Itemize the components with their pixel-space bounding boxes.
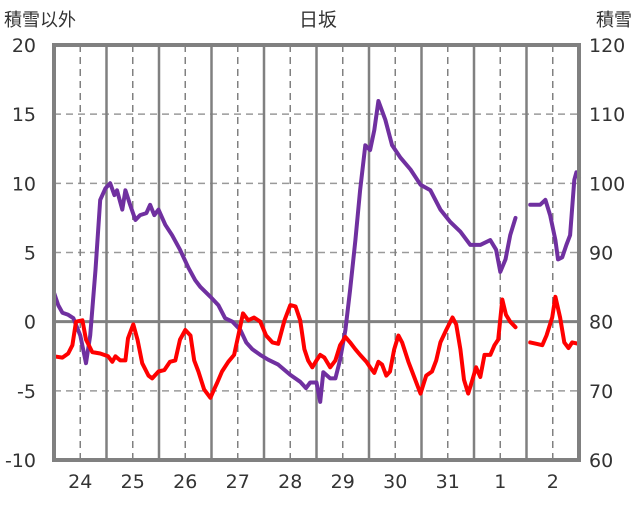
y-left-tick-label: 0: [24, 312, 36, 334]
plot-frame: [52, 43, 581, 462]
y-left-tick-label: -5: [17, 381, 36, 403]
other-value-line: [528, 294, 581, 350]
other-value-line: [52, 297, 518, 400]
y-right-tick-label: 70: [589, 381, 613, 403]
y-right-tick-label: 90: [589, 243, 613, 265]
y-right-tick-label: 120: [589, 35, 625, 57]
y-right-tick-label: 60: [589, 450, 613, 472]
x-tick-label: 25: [121, 471, 145, 493]
left-axis-label: 積雪以外: [4, 10, 76, 31]
x-tick-label: 31: [436, 471, 460, 493]
y-left-tick-label: -10: [5, 450, 36, 472]
x-tick-label: 2: [547, 471, 559, 493]
x-tick-label: 30: [383, 471, 407, 493]
snow-depth-line: [528, 170, 581, 262]
chart-title: 日坂: [299, 9, 337, 31]
y-left-tick-label: 20: [12, 35, 36, 57]
x-tick-label: 29: [331, 471, 355, 493]
y-left-tick-label: 10: [12, 173, 36, 195]
x-tick-label: 27: [226, 471, 250, 493]
y-right-tick-label: 110: [589, 104, 625, 126]
y-left-tick-label: 5: [24, 243, 36, 265]
x-tick-label: 24: [68, 471, 92, 493]
tick-labels: 20 15 10 5 0 -5 -10 120 110 100 90 80 70 60 24 25 26 27 28…: [5, 35, 625, 493]
y-right-tick-label: 100: [589, 173, 625, 195]
y-left-tick-label: 15: [12, 104, 36, 126]
x-tick-label: 28: [278, 471, 302, 493]
series-lines: [52, 99, 581, 404]
x-tick-label: 1: [494, 471, 506, 493]
grid: [54, 45, 579, 460]
right-axis-label: 積雪: [596, 10, 632, 31]
snow-depth-line: [52, 99, 518, 404]
y-right-tick-label: 80: [589, 312, 613, 334]
x-tick-label: 26: [173, 471, 197, 493]
